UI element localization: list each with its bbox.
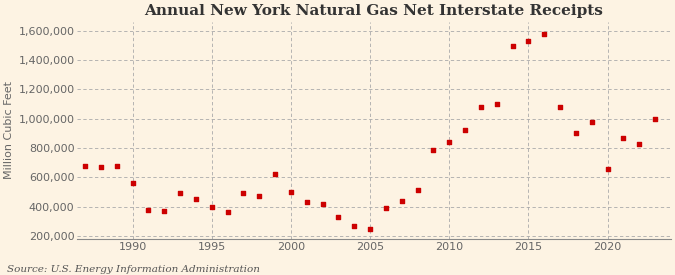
Point [333, 215, 344, 219]
Point [111, 163, 122, 168]
Title: Annual New York Natural Gas Net Interstate Receipts: Annual New York Natural Gas Net Intersta… [144, 4, 603, 18]
Point [207, 204, 217, 209]
Point [634, 141, 645, 146]
Point [80, 163, 90, 168]
Point [364, 226, 375, 231]
Point [349, 223, 360, 228]
Point [317, 202, 328, 206]
Point [428, 148, 439, 152]
Point [539, 32, 549, 36]
Point [175, 191, 186, 196]
Point [190, 197, 201, 202]
Point [270, 172, 281, 177]
Point [128, 181, 138, 185]
Point [602, 166, 613, 171]
Point [491, 102, 502, 106]
Point [587, 120, 597, 125]
Text: Source: U.S. Energy Information Administration: Source: U.S. Energy Information Administ… [7, 265, 260, 274]
Point [222, 210, 233, 215]
Point [618, 136, 628, 140]
Point [286, 190, 296, 194]
Y-axis label: Million Cubic Feet: Million Cubic Feet [4, 81, 14, 180]
Point [254, 194, 265, 199]
Point [159, 209, 169, 213]
Point [412, 188, 423, 193]
Point [444, 140, 455, 144]
Point [301, 200, 312, 204]
Point [570, 130, 581, 135]
Point [96, 165, 107, 169]
Point [396, 199, 407, 203]
Point [523, 39, 534, 43]
Point [507, 43, 518, 48]
Point [143, 207, 154, 212]
Point [238, 191, 249, 196]
Point [555, 105, 566, 109]
Point [381, 206, 392, 210]
Point [649, 117, 660, 121]
Point [460, 128, 470, 133]
Point [475, 105, 486, 109]
